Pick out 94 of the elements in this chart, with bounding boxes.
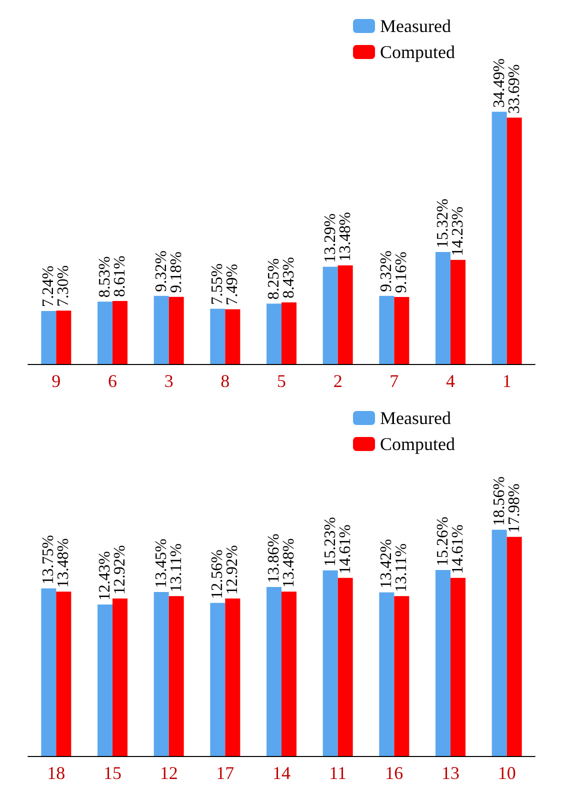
bar [436,252,450,364]
legend-label: Computed [380,434,456,454]
data-label: 33.69% [506,64,523,114]
bar [450,578,466,756]
bar [112,598,128,756]
data-label: 7.30% [55,265,72,307]
data-label: 9.18% [168,252,185,293]
data-label: 7.49% [224,264,242,306]
data-label: 13.86% [266,534,282,584]
x-tick-label: 2 [333,371,342,391]
bar [282,302,296,364]
x-tick-label: 7 [390,371,399,391]
data-label: 12.92% [112,545,128,594]
bar [210,602,226,756]
data-label: 13.48% [55,538,72,588]
bar [394,596,410,756]
data-label: 13.45% [152,538,170,588]
bar [168,596,184,756]
bar [210,308,226,364]
data-label: 34.49% [490,58,508,108]
bar [394,297,410,364]
data-label: 15.26% [434,516,452,566]
bar [154,592,169,756]
bar [98,604,112,756]
bar [168,296,184,364]
x-tick-label: 6 [108,371,117,391]
bar [492,112,507,364]
bar [112,301,128,364]
x-tick-label: 11 [329,763,347,783]
bar [266,304,282,364]
data-label: 8.53% [96,256,114,298]
data-label: 8.61% [112,256,128,298]
x-tick-label: 3 [164,371,174,391]
data-label: 8.25% [266,258,282,300]
bar [41,588,56,756]
bar [56,310,72,364]
data-label: 12.43% [96,551,114,600]
legend-label: Computed [380,42,456,62]
x-tick-label: 10 [498,763,516,783]
data-label: 7.24% [40,266,58,308]
bar [379,296,394,364]
x-tick-label: 1 [502,371,512,391]
data-label: 9.32% [378,250,396,292]
x-tick-label: 16 [385,763,404,783]
x-tick-label: 14 [272,763,290,783]
data-label: 15.32% [434,198,452,248]
x-tick-label: 15 [104,763,122,783]
bar [225,598,240,756]
data-label: 9.16% [393,252,410,293]
x-tick-label: 12 [160,763,178,783]
data-label: 13.11% [393,543,410,592]
bar [506,536,522,756]
bar [492,530,507,756]
data-label: 13.48% [336,212,354,262]
data-label: 18.56% [490,476,508,526]
data-label: 13.42% [378,539,396,588]
data-label: 8.43% [280,257,298,298]
legend-label: Measured [380,16,451,36]
bar [450,260,466,364]
legend-label: Measured [380,408,451,428]
bar [338,578,353,756]
bar [436,570,450,756]
bar [379,592,394,756]
bar [338,265,353,364]
bar [322,570,338,756]
x-tick-label: 18 [47,763,66,783]
data-label: 17.98% [506,483,523,533]
data-label: 12.92% [224,545,242,594]
bar [154,296,169,364]
data-label: 13.48% [280,538,298,588]
data-label: 15.23% [322,517,339,566]
data-label: 13.75% [40,535,58,584]
x-tick-label: 9 [52,371,61,391]
x-tick-label: 17 [216,763,234,783]
data-label: 13.29% [322,213,339,263]
bar [322,266,338,364]
bar [266,587,282,756]
data-label: 7.55% [209,263,226,305]
data-label: 14.23% [450,206,466,256]
data-label: 9.32% [152,250,170,292]
bar [282,592,296,756]
x-tick-label: 5 [277,371,286,391]
bar [506,118,522,364]
data-label: 14.61% [336,524,354,574]
data-label: 12.56% [209,550,226,599]
x-tick-label: 4 [446,371,455,391]
x-tick-label: 8 [220,371,230,391]
bar [98,302,112,364]
x-tick-label: 13 [442,763,460,783]
bar [225,309,240,364]
data-label: 14.61% [450,524,466,574]
data-label: 13.11% [168,543,185,592]
bar [41,311,56,364]
bar [56,592,72,756]
